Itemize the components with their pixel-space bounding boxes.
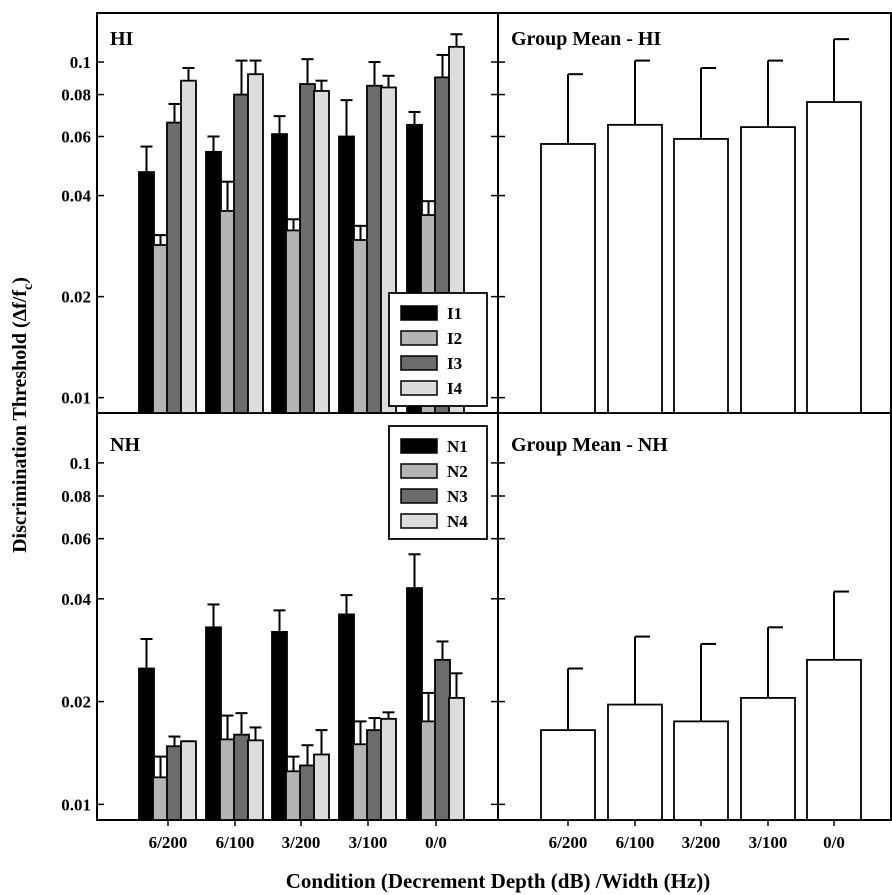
panel-group-nh: 6/200 6/100 3/200 3/100 0/0 Group Mean - NH xyxy=(498,434,862,852)
bar-hi xyxy=(299,83,316,414)
bar-nh xyxy=(338,613,355,821)
bar-hi xyxy=(138,171,155,414)
bar-group-nh xyxy=(740,697,796,821)
bar-nh xyxy=(180,740,197,821)
legend-swatch xyxy=(400,330,438,346)
figure-border xyxy=(96,12,892,821)
bar-hi xyxy=(247,73,264,414)
bar-hi xyxy=(366,84,383,414)
legend-label: I2 xyxy=(447,329,462,348)
bar-nh xyxy=(152,776,169,821)
bar-hi xyxy=(352,239,369,414)
bar-hi xyxy=(285,229,302,414)
legend-label: I4 xyxy=(447,379,463,398)
bar-group-hi xyxy=(740,126,796,414)
panel-title: HI xyxy=(110,28,134,50)
y-axis-label-sub: c xyxy=(21,284,36,290)
bar-nh xyxy=(299,764,316,821)
y-axis-label-close: ) xyxy=(9,277,31,284)
bar-group-nh xyxy=(806,658,862,821)
panel-nh: 0.01 0.02 0.04 0.06 0.08 0.1 6/200 6/100 3/200 3/… xyxy=(61,425,498,852)
panel-title: Group Mean - HI xyxy=(511,28,661,50)
legend-label: N2 xyxy=(447,462,468,481)
legend-swatch xyxy=(400,488,438,504)
x-axis-label: Condition (Decrement Depth (dB) /Width (… xyxy=(286,869,710,893)
x-tick-label: 3/200 xyxy=(282,833,321,852)
y-tick-label: 0.01 xyxy=(61,795,91,814)
y-tick-label: 0.06 xyxy=(61,530,91,549)
legend-label: N3 xyxy=(447,487,468,506)
y-tick-label: 0.02 xyxy=(61,288,91,307)
panel-hi: 0.01 0.02 0.04 0.06 0.08 0.1 HI I1 I2 I3 I4 xyxy=(61,28,498,414)
legend-label: I1 xyxy=(447,304,462,323)
legend-swatch xyxy=(400,513,438,529)
bar-hi xyxy=(233,93,250,414)
bar-hi xyxy=(166,121,183,414)
bar-group-nh xyxy=(673,720,729,821)
x-tick-label: 0/0 xyxy=(823,833,845,852)
y-tick-label: 0.04 xyxy=(61,187,91,206)
y-tick-label: 0.01 xyxy=(61,389,91,408)
bar-group-hi xyxy=(540,143,596,414)
bar-nh xyxy=(233,733,250,821)
y-tick-label: 0.08 xyxy=(61,487,91,506)
bar-hi xyxy=(313,90,330,414)
y-tick-label: 0.1 xyxy=(70,454,91,473)
y-tick-label: 0.04 xyxy=(61,590,91,609)
bar-group-hi xyxy=(607,123,663,414)
bar-group-nh xyxy=(607,703,663,821)
x-tick-label: 0/0 xyxy=(425,833,447,852)
panel-title: NH xyxy=(110,434,140,456)
x-tick-label: 6/200 xyxy=(549,833,588,852)
bar-nh xyxy=(138,667,155,821)
y-axis-label-main: Discrimination Threshold (Δf/f xyxy=(9,290,31,553)
x-tick-label: 6/200 xyxy=(149,833,188,852)
bar-nh xyxy=(366,729,383,821)
bar-nh xyxy=(434,658,451,821)
bar-nh xyxy=(166,745,183,821)
bar-nh xyxy=(247,739,264,821)
y-tick-label: 0.06 xyxy=(61,127,91,146)
y-axis-label: Discrimination Threshold (Δf/fc) xyxy=(9,277,36,553)
bar-group-hi xyxy=(673,138,729,414)
legend-swatch xyxy=(400,463,438,479)
bar-nh xyxy=(420,720,437,821)
bar-hi xyxy=(338,135,355,414)
legend-swatch xyxy=(400,380,438,396)
bar-nh xyxy=(448,697,465,821)
y-tick-label: 0.1 xyxy=(70,53,91,72)
x-tick-label: 6/100 xyxy=(216,833,255,852)
legend-swatch xyxy=(400,305,438,321)
legend-label: I3 xyxy=(447,354,462,373)
bar-nh xyxy=(380,717,397,821)
legend-label: N4 xyxy=(447,512,468,531)
bar-hi xyxy=(205,150,222,414)
bar-hi xyxy=(152,244,169,414)
y-tick-label: 0.08 xyxy=(61,86,91,105)
bar-group-nh xyxy=(540,729,596,821)
bar-nh xyxy=(219,738,236,821)
x-tick-label: 3/200 xyxy=(682,833,721,852)
panel-title: Group Mean - NH xyxy=(511,434,668,456)
bar-nh xyxy=(205,626,222,821)
legend-label: N1 xyxy=(447,437,468,456)
plots-layer: 0.01 0.02 0.04 0.06 0.08 0.1 HI I1 I2 I3 I4 Group M… xyxy=(61,12,892,852)
legend-swatch xyxy=(400,355,438,371)
bar-nh xyxy=(285,770,302,821)
bar-nh xyxy=(406,587,423,821)
bar-nh xyxy=(271,630,288,821)
bar-group-hi xyxy=(806,101,862,414)
x-tick-label: 3/100 xyxy=(349,833,388,852)
bar-hi xyxy=(219,210,236,414)
x-tick-label: 3/100 xyxy=(749,833,788,852)
y-tick-label: 0.02 xyxy=(61,693,91,712)
bar-nh xyxy=(313,753,330,821)
legend-swatch xyxy=(400,438,438,454)
panel-group-hi: Group Mean - HI xyxy=(498,28,862,414)
x-tick-label: 6/100 xyxy=(616,833,655,852)
bar-nh xyxy=(352,743,369,821)
bar-hi xyxy=(271,133,288,414)
bar-hi xyxy=(180,79,197,414)
